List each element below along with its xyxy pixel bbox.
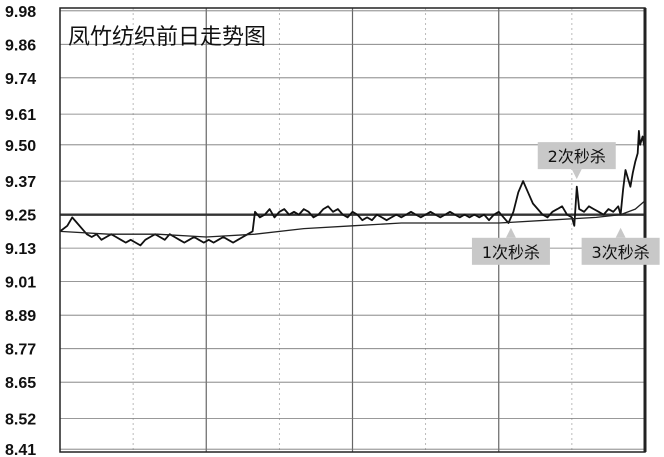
y-tick-label: 9.50 (5, 138, 36, 155)
y-tick-label: 9.25 (5, 208, 36, 225)
y-tick-label: 9.13 (5, 241, 36, 258)
y-tick-label: 8.41 (5, 442, 36, 457)
annotation-label: 1次秒杀 (482, 243, 540, 262)
y-tick-label: 8.89 (5, 308, 36, 325)
y-tick-label: 9.01 (5, 275, 36, 292)
y-tick-label: 8.65 (5, 375, 36, 392)
chart-title: 凤竹纺织前日走势图 (68, 25, 266, 50)
y-tick-label: 9.61 (5, 107, 36, 124)
y-tick-label: 9.86 (5, 37, 36, 54)
y-tick-label: 8.52 (5, 411, 36, 428)
annotation-label: 3次秒杀 (592, 243, 650, 262)
y-tick-label: 9.37 (5, 174, 36, 191)
annotation-label: 2次秒杀 (548, 147, 606, 166)
y-tick-label: 9.74 (5, 71, 36, 88)
y-tick-label: 9.98 (5, 4, 36, 21)
y-tick-label: 8.77 (5, 342, 36, 359)
